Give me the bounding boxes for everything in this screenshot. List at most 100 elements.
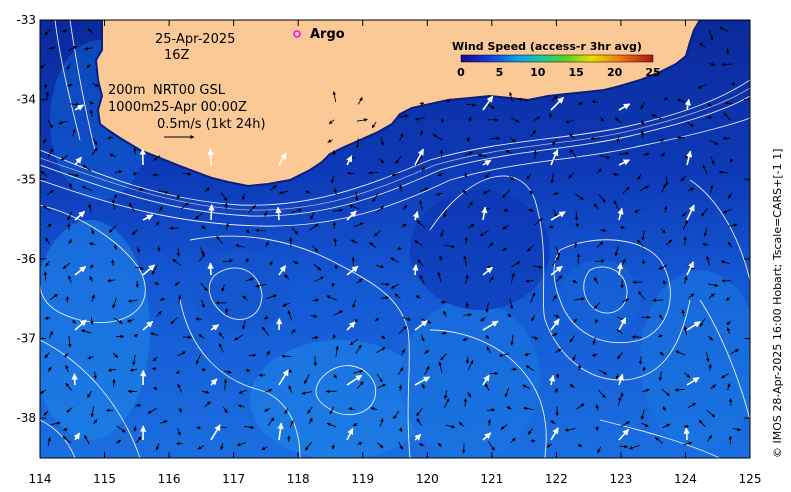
- current-vector: [156, 310, 162, 318]
- current-vector: [112, 378, 116, 388]
- strong-current-vector: [482, 266, 493, 276]
- current-vector: [518, 97, 530, 102]
- current-vector: [172, 258, 182, 267]
- current-vector: [348, 407, 356, 411]
- strong-current-vector: [74, 156, 83, 166]
- current-vector: [153, 386, 158, 391]
- current-vector: [688, 187, 695, 192]
- current-vector: [220, 192, 228, 202]
- current-vector: [416, 220, 425, 228]
- current-vector: [68, 173, 80, 178]
- current-vector: [659, 351, 665, 357]
- current-vector: [399, 114, 409, 118]
- current-vector: [552, 295, 557, 302]
- current-vector: [330, 175, 335, 184]
- current-vector: [637, 291, 646, 300]
- current-vector: [553, 192, 559, 196]
- current-vector: [380, 296, 390, 300]
- current-vector: [50, 421, 61, 426]
- strong-current-vector: [482, 95, 494, 111]
- current-vector: [310, 314, 318, 318]
- current-vector: [225, 222, 229, 231]
- current-vector: [40, 63, 46, 69]
- current-vector: [132, 172, 138, 176]
- current-vector: [634, 209, 641, 213]
- current-vector: [565, 119, 574, 124]
- current-vector: [674, 388, 685, 392]
- current-vector: [175, 370, 180, 374]
- current-vector: [487, 419, 492, 426]
- current-vector: [641, 230, 646, 241]
- ocean-patches: [40, 40, 750, 458]
- current-vector: [414, 240, 423, 246]
- current-vector: [569, 384, 576, 389]
- current-vector: [480, 316, 486, 322]
- current-vector: [392, 410, 400, 420]
- current-vector: [489, 136, 501, 141]
- current-vector: [255, 283, 266, 288]
- current-vector: [47, 148, 54, 158]
- current-vector: [568, 172, 575, 179]
- strong-current-vector: [275, 206, 282, 221]
- current-vector: [658, 371, 663, 382]
- strong-current-vector: [142, 320, 154, 331]
- current-vector: [663, 97, 669, 101]
- current-vector: [619, 225, 625, 229]
- current-vector: [177, 427, 181, 436]
- current-vector: [592, 337, 596, 345]
- current-vector: [376, 347, 386, 354]
- current-vector: [616, 328, 623, 335]
- current-vector: [40, 170, 48, 177]
- current-vector: [356, 278, 363, 284]
- current-vector: [266, 294, 277, 300]
- current-vector: [333, 310, 344, 316]
- current-vector: [89, 242, 95, 246]
- current-vector: [81, 329, 92, 334]
- current-vector: [463, 255, 467, 267]
- strong-current-vector: [412, 264, 419, 276]
- current-vector: [574, 211, 579, 221]
- current-vector: [510, 334, 514, 346]
- current-vector: [93, 371, 97, 380]
- current-vector: [506, 406, 513, 410]
- current-vector: [638, 356, 643, 365]
- current-vector: [43, 138, 47, 144]
- current-vector: [261, 326, 269, 336]
- current-vector: [569, 335, 575, 343]
- current-vector: [479, 230, 489, 237]
- x-tick-label: 120: [416, 472, 439, 486]
- x-tick-label: 118: [287, 472, 310, 486]
- current-vector: [664, 176, 669, 186]
- current-vector: [465, 302, 469, 308]
- current-vector: [395, 155, 402, 164]
- current-vector: [267, 417, 275, 426]
- current-vector: [554, 348, 562, 353]
- current-vector: [727, 193, 733, 199]
- current-vector: [595, 404, 600, 411]
- scale-label: 0.5m/s (1kt 24h): [157, 117, 266, 132]
- credit-text: © IMOS 28-Apr-2025 16:00 Hobart; Tscale=…: [771, 149, 784, 458]
- current-vector: [83, 434, 90, 445]
- current-vector: [618, 151, 630, 156]
- current-vector: [177, 383, 183, 393]
- current-vector: [416, 418, 422, 426]
- current-vector: [158, 190, 169, 194]
- current-vector: [201, 367, 207, 372]
- current-vector: [577, 364, 582, 371]
- y-axis: -33 -34 -35 -36 -37 -38: [16, 13, 750, 425]
- wind-tick-label: 25: [645, 66, 660, 79]
- current-vector: [533, 150, 537, 159]
- current-vector: [574, 297, 585, 301]
- current-vector: [501, 247, 508, 251]
- current-vector: [356, 381, 364, 389]
- current-vector: [488, 276, 494, 283]
- current-vector: [350, 239, 358, 244]
- current-vector: [593, 203, 599, 210]
- current-vector: [390, 257, 399, 263]
- strong-current-vector: [482, 374, 490, 386]
- y-tick-label: -35: [16, 172, 36, 186]
- current-vector: [309, 223, 319, 231]
- current-vector: [291, 208, 303, 213]
- current-vector: [534, 217, 543, 226]
- current-vector: [236, 442, 247, 447]
